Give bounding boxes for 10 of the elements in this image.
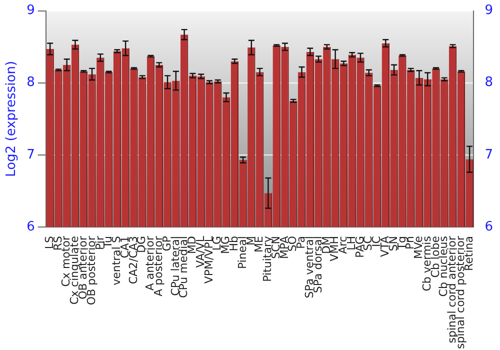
y-tick-label: 9 [26,3,35,18]
x-tick-label: Pituitary [261,236,274,282]
y2-tick-label: 6 [484,219,494,234]
y2-tick-label: 8 [484,75,494,90]
y2-tick-label: 9 [484,3,494,18]
y2-tick-label: 7 [484,147,494,162]
y-axis-title: Log2 (expression) [4,60,20,177]
y-tick-label: 6 [26,219,35,234]
y-tick-label: 8 [26,75,35,90]
y-tick-label: 7 [26,147,35,162]
